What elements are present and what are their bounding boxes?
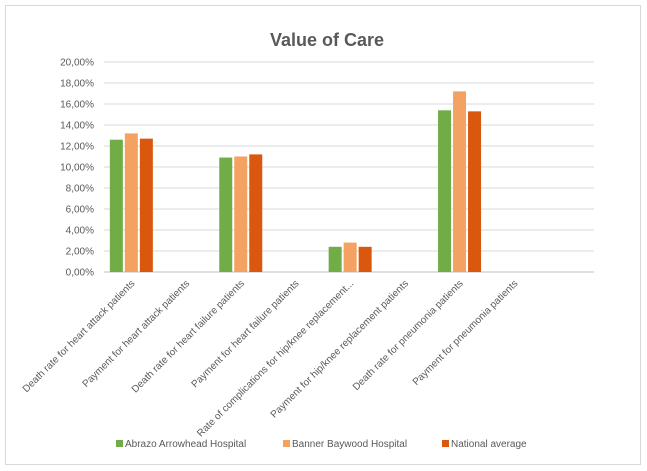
legend-swatch [283,440,290,447]
legend-swatch [442,440,449,447]
y-tick-label: 16,00% [60,100,94,111]
legend-label: Abrazo Arrowhead Hospital [125,439,246,450]
y-tick-label: 2,00% [66,247,94,258]
y-tick-label: 20,00% [60,58,94,69]
y-tick-label: 12,00% [60,142,94,153]
legend-swatch [116,440,123,447]
y-tick-label: 0,00% [66,268,94,279]
y-tick-label: 8,00% [66,184,94,195]
x-tick-label: Payment for pneumonia patients [411,278,521,388]
bar [438,110,452,272]
y-tick-label: 4,00% [66,226,94,237]
x-tick-label: Payment for heart attack patients [81,278,193,390]
bar [468,111,482,272]
bar [328,246,342,272]
legend-label: National average [451,439,527,450]
bar [234,156,248,272]
chart-title: Value of Care [270,30,384,50]
bar [358,246,372,272]
bar [249,154,263,272]
bar [343,242,357,272]
x-tick-label: Death rate for heart attack patients [21,278,138,395]
y-tick-label: 6,00% [66,205,94,216]
bar [124,133,138,272]
y-tick-label: 10,00% [60,163,94,174]
legend-label: Banner Baywood Hospital [292,439,407,450]
bar [109,139,123,272]
chart-frame [5,5,641,465]
x-tick-label: Death rate for heart failure patients [130,278,247,395]
y-tick-label: 18,00% [60,79,94,90]
bar [219,157,233,272]
y-tick-label: 14,00% [60,121,94,132]
x-tick-label: Payment for heart failure patients [190,278,302,390]
bar [453,91,467,273]
x-tick-label: Death rate for pneumonia patients [351,278,466,393]
bar [139,138,153,272]
